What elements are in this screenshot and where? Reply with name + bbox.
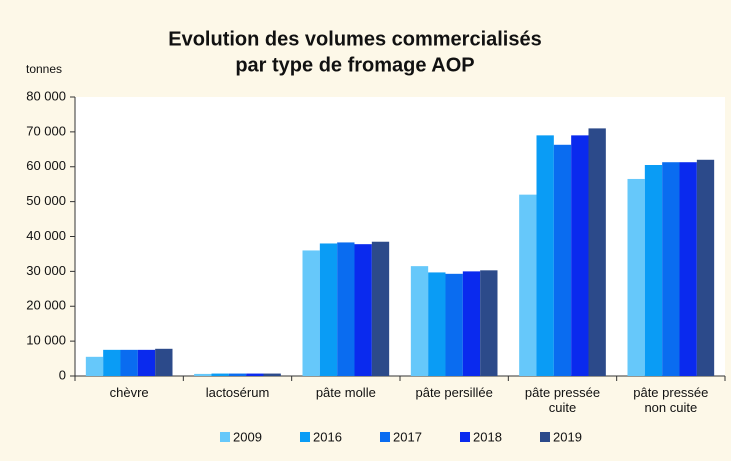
bar (354, 244, 372, 376)
legend-label: 2018 (473, 429, 502, 444)
x-tick-label: pâte persillée (415, 385, 493, 400)
bar (627, 178, 645, 376)
bar (371, 241, 390, 376)
legend-label: 2017 (393, 429, 422, 444)
bar (337, 242, 355, 376)
legend-label: 2009 (233, 429, 262, 444)
y-axis-label: tonnes (26, 62, 62, 76)
bar (263, 373, 281, 376)
bar (644, 165, 663, 376)
bar (302, 250, 320, 376)
plot-area (75, 97, 725, 376)
x-tick-label: chèvre (109, 385, 149, 400)
bar (228, 373, 247, 376)
bar (85, 356, 104, 376)
bar (120, 349, 138, 376)
bar (462, 271, 481, 376)
y-tick-label: 50 000 (26, 193, 66, 208)
legend-label: 2016 (313, 429, 342, 444)
y-tick-label: 40 000 (26, 228, 66, 243)
legend-label: 2019 (553, 429, 582, 444)
x-tick-label: lactosérum (205, 385, 270, 400)
bar (319, 243, 338, 376)
bar (137, 349, 156, 376)
legend-swatch (380, 432, 390, 442)
y-tick-label: 80 000 (26, 88, 66, 103)
y-tick-label: 70 000 (26, 123, 66, 138)
bar (536, 135, 554, 376)
bar (194, 373, 212, 376)
legend-swatch (220, 432, 230, 442)
y-tick-label: 0 (59, 367, 66, 382)
x-tick-label: pâte pressée non cuite (633, 385, 709, 415)
bar (155, 348, 173, 376)
bar (696, 159, 715, 376)
legend-swatch (300, 432, 310, 442)
bar (519, 194, 537, 376)
bar (410, 266, 429, 376)
bar (428, 272, 446, 376)
chart-title: Evolution des volumes commercialisés (168, 28, 541, 50)
x-tick-label: pâte molle (315, 385, 376, 400)
x-tick-label: pâte pressée cuite (524, 385, 601, 415)
legend-swatch (540, 432, 550, 442)
bar (662, 162, 680, 376)
bar (246, 373, 264, 376)
chart-title: par type de fromage AOP (235, 54, 474, 76)
bar (480, 270, 498, 376)
y-tick-label: 20 000 (26, 298, 66, 313)
bar (571, 135, 589, 376)
bar (553, 144, 572, 376)
bar (103, 349, 121, 376)
bar (679, 162, 697, 376)
y-tick-label: 30 000 (26, 263, 66, 278)
y-tick-label: 60 000 (26, 158, 66, 173)
bar (211, 373, 229, 376)
y-tick-label: 10 000 (26, 333, 66, 348)
bar (588, 128, 606, 376)
bar (445, 273, 463, 376)
legend-swatch (460, 432, 470, 442)
